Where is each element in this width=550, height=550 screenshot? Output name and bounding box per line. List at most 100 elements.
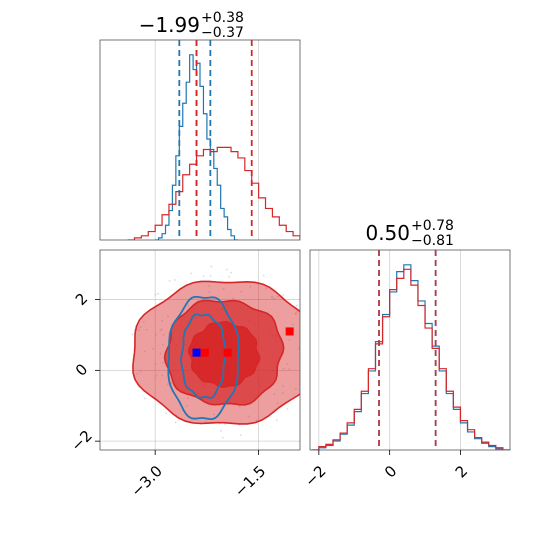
scatter-point <box>302 384 304 386</box>
scatter-point <box>202 275 205 278</box>
scatter-point <box>159 352 162 355</box>
scatter-point <box>298 347 300 350</box>
title-x-main: −1.99 <box>139 13 200 37</box>
panel-titles: −1.99 +0.38 −0.37 0.50 +0.78 −0.81 <box>139 10 454 249</box>
scatter-point <box>204 420 207 423</box>
scatter-point <box>294 313 297 315</box>
scatter-point <box>187 397 189 399</box>
scatter-point <box>239 434 242 436</box>
y-tick-label: 0 <box>72 360 91 379</box>
scatter-point <box>292 323 294 326</box>
panel-frame <box>99 39 301 241</box>
panel-frame <box>309 249 511 451</box>
title-y-sub: −0.81 <box>411 233 454 249</box>
scatter-point <box>167 315 169 318</box>
scatter-point <box>210 265 213 268</box>
scatter-point <box>282 367 285 370</box>
scatter-point <box>296 310 299 313</box>
panel-frame <box>99 249 301 451</box>
title-x-sup: +0.38 <box>201 10 244 26</box>
scatter-point <box>273 297 276 300</box>
scatter-point <box>281 392 284 394</box>
marker-1 <box>200 348 209 357</box>
scatter-point <box>174 279 176 281</box>
scatter-point <box>225 268 228 271</box>
scatter-point <box>213 299 216 301</box>
marginal-y-panel: −2 0 2 <box>301 249 511 490</box>
scatter-point <box>152 347 154 350</box>
scatter-point <box>288 339 291 341</box>
scatter-point <box>282 294 285 297</box>
x-tick-label: −1.5 <box>231 462 269 500</box>
scatter-point <box>145 328 148 331</box>
y-tick-label: −2 <box>67 427 95 455</box>
scatter-point <box>296 304 298 307</box>
scatter-point <box>154 333 157 336</box>
scatter-point <box>295 388 297 390</box>
scatter-point <box>144 397 147 400</box>
panel-bg <box>310 250 510 450</box>
marker-0 <box>192 348 201 357</box>
x-tick-label: 2 <box>452 462 471 481</box>
contour-line-1-1 <box>180 313 227 399</box>
scatter-point <box>138 329 141 332</box>
scatter-point <box>286 362 289 365</box>
scatter-point <box>162 333 165 336</box>
scatter-point <box>139 326 142 329</box>
y-tick-label: 2 <box>72 289 91 308</box>
scatter-point <box>265 287 267 290</box>
scatter-point <box>238 405 241 408</box>
scatter-point <box>166 383 169 386</box>
scatter-point <box>222 287 225 290</box>
scatter-point <box>174 421 177 424</box>
scatter-point <box>208 290 210 293</box>
scatter-point <box>220 430 222 432</box>
joint-panel: −3.0 −1.5 −2 0 2 <box>67 249 304 501</box>
scatter-point <box>240 290 242 293</box>
scatter-point <box>232 297 234 300</box>
marginal-x-panel <box>99 39 301 241</box>
scatter-point <box>286 407 289 410</box>
title-x-sub: −0.37 <box>201 25 244 41</box>
scatter-point <box>142 321 145 324</box>
scatter-point <box>161 374 163 377</box>
scatter-point <box>208 284 211 287</box>
scatter-point <box>186 404 189 407</box>
scatter-point <box>160 328 163 330</box>
scatter-point <box>161 361 164 364</box>
histogram-step-1 <box>311 268 510 450</box>
scatter-point <box>276 402 279 405</box>
scatter-point <box>221 436 224 439</box>
scatter-point <box>273 392 276 395</box>
marker-3 <box>285 327 294 336</box>
title-y-sup: +0.78 <box>411 218 454 234</box>
scatter-point <box>249 286 252 288</box>
scatter-point <box>139 370 142 373</box>
scatter-point <box>155 362 157 365</box>
scatter-point <box>170 381 173 384</box>
scatter-point <box>209 274 212 277</box>
joint-series <box>131 265 304 439</box>
scatter-point <box>165 412 168 415</box>
scatter-point <box>154 293 157 296</box>
marker-2 <box>223 348 232 357</box>
scatter-point <box>228 276 230 278</box>
title-y-main: 0.50 <box>365 221 410 245</box>
scatter-point <box>276 295 279 298</box>
right-series <box>311 250 510 450</box>
scatter-point <box>255 419 258 422</box>
scatter-point <box>162 343 164 346</box>
top-series <box>127 40 300 240</box>
scatter-point <box>275 419 278 422</box>
scatter-point <box>223 423 226 425</box>
scatter-point <box>161 319 163 322</box>
scatter-point <box>143 350 146 353</box>
contour-line-1-0 <box>167 296 240 421</box>
scatter-point <box>155 374 158 377</box>
scatter-point <box>247 415 250 418</box>
scatter-point <box>262 274 265 277</box>
x-tick-label: −2 <box>301 462 329 490</box>
histogram-step-1 <box>127 146 300 240</box>
scatter-point <box>230 271 233 274</box>
